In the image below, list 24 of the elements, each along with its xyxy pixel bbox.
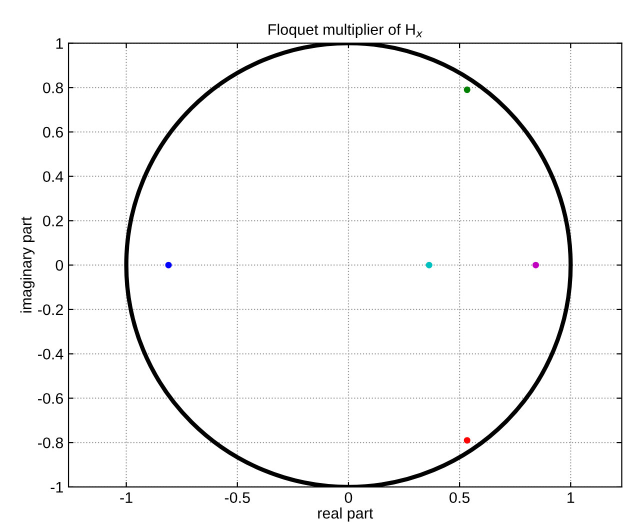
x-tick-label: -1 bbox=[120, 492, 132, 503]
x-tick-label: -0.5 bbox=[224, 492, 250, 504]
x-tick-label: 1 bbox=[568, 492, 574, 503]
x-tick-label: 0 bbox=[344, 492, 352, 504]
y-axis-title: imaginary part bbox=[20, 216, 35, 312]
x-axis-title: real part bbox=[318, 507, 374, 522]
y-tick-label: 0.4 bbox=[43, 171, 64, 182]
point bbox=[464, 86, 470, 94]
y-tick-label: -1 bbox=[50, 482, 63, 492]
y-tick-label: 0.8 bbox=[43, 82, 64, 94]
point bbox=[464, 437, 470, 444]
y-tick-label: -0.2 bbox=[38, 304, 63, 316]
x-tick-label: 0.5 bbox=[450, 492, 470, 504]
y-tick-label: -0.8 bbox=[38, 437, 64, 448]
y-tick-label: 0.6 bbox=[43, 126, 63, 138]
chart-title: Floquet multiplier of H$_{x}$ bbox=[268, 24, 423, 38]
point bbox=[532, 262, 540, 268]
point bbox=[165, 262, 172, 268]
y-tick-label: 0.2 bbox=[43, 216, 63, 226]
y-tick-label: 1 bbox=[56, 38, 63, 49]
y-tick-label: -0.6 bbox=[38, 393, 63, 404]
y-tick-label: -0.4 bbox=[38, 348, 64, 360]
y-tick-label: 0 bbox=[56, 260, 64, 271]
point bbox=[426, 262, 432, 268]
